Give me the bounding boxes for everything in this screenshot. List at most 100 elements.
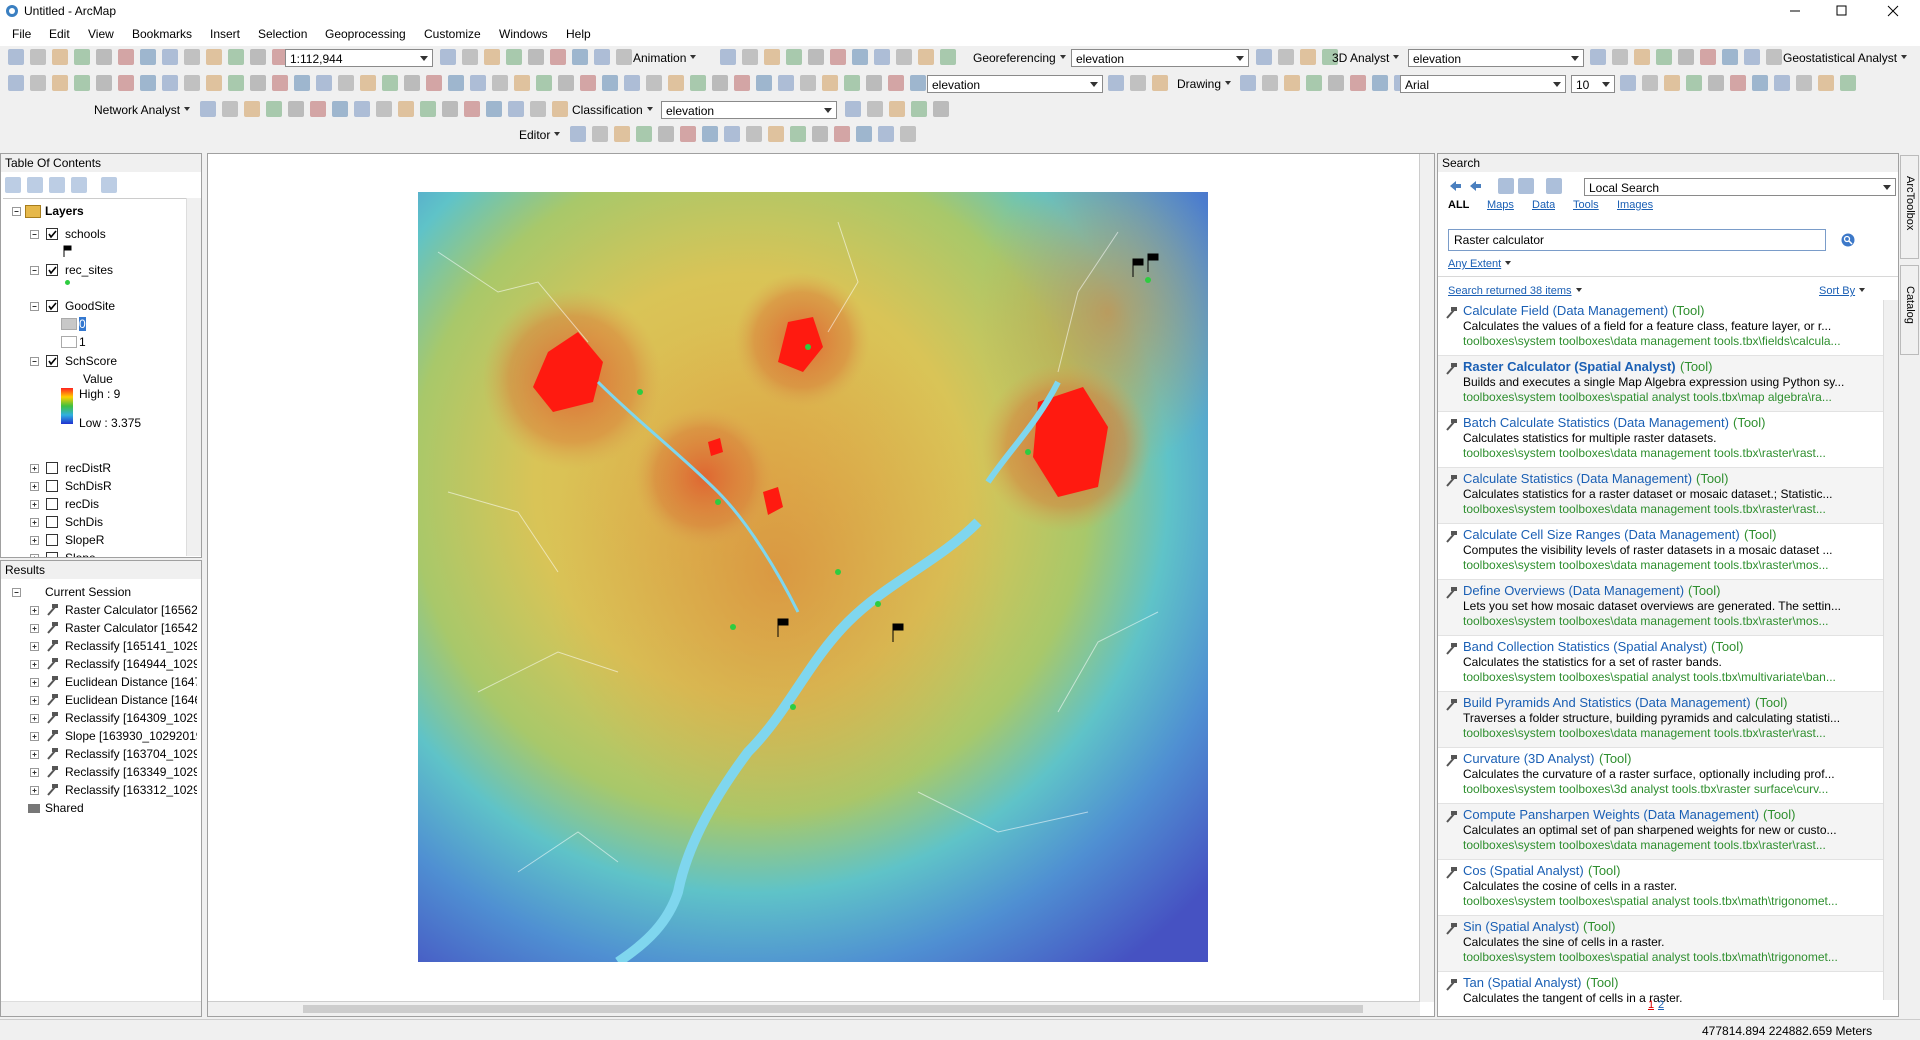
search-filter-tab[interactable]: Images [1617,199,1654,211]
toolbar-button[interactable] [866,75,882,91]
horizontal-scrollbar[interactable] [208,1001,1420,1016]
toolbar-button[interactable] [888,75,904,91]
toc-tab-button[interactable] [101,177,117,193]
toolbar-button[interactable] [852,49,868,65]
tool-icon[interactable] [45,711,59,725]
search-filter-tab[interactable]: Maps [1487,199,1514,211]
toolbar-button[interactable] [874,49,890,65]
toolbar-button[interactable] [404,75,420,91]
toolbar-button[interactable] [616,49,632,65]
toolbar-button[interactable] [30,49,46,65]
toolbar-button[interactable] [1766,49,1782,65]
toolbar-button[interactable] [382,75,398,91]
result-title[interactable]: Batch Calculate Statistics (Data Managem… [1463,415,1729,430]
toolbar-button[interactable] [1130,75,1146,91]
toolbar-button[interactable] [294,75,310,91]
search-filter-tab[interactable]: Data [1532,199,1556,211]
result-item[interactable]: Reclassify [165141_102920 [65,639,197,653]
dock-tab[interactable]: Catalog [1900,265,1919,355]
result-title[interactable]: Build Pyramids And Statistics (Data Mana… [1463,695,1751,710]
nav-arrow[interactable] [1448,179,1462,193]
toolbar-button[interactable] [778,75,794,91]
toolbar-button[interactable] [244,101,260,117]
toolbar-button[interactable] [911,101,927,117]
layer-checkbox[interactable] [45,551,59,558]
layer-name[interactable]: rec_sites [65,263,114,277]
tree-expander[interactable] [27,765,41,779]
result-item[interactable]: Reclassify [164944_102920 [65,657,197,671]
result-item[interactable]: Slope [163930_10292019] [65,729,197,743]
toolbar-button[interactable] [536,75,552,91]
combo-box[interactable]: elevation [661,101,837,119]
toolbar-button[interactable] [492,75,508,91]
layer-checkbox-checked[interactable] [45,263,59,277]
toolbar-button[interactable] [1108,75,1124,91]
toolbar-button[interactable] [624,75,640,91]
toolbar-button[interactable] [790,126,806,142]
tree-expander[interactable] [27,515,41,529]
toolbar-button[interactable] [592,126,608,142]
layer-name[interactable]: Slope [65,551,96,558]
result-item[interactable]: Euclidean Distance [16460 [65,693,197,707]
toolbar-button[interactable] [462,49,478,65]
menu-item[interactable]: Windows [499,27,548,41]
toolbar-button[interactable] [222,101,238,117]
toolbar-button[interactable] [316,75,332,91]
toolbar-button[interactable] [845,101,861,117]
search-result[interactable]: Sin (Spatial Analyst) (Tool) Calculates th… [1438,916,1884,972]
combo-box[interactable]: Arial [1400,75,1566,93]
search-result[interactable]: Cos (Spatial Analyst) (Tool) Calculates th… [1438,860,1884,916]
toolbar-button[interactable] [720,49,736,65]
toolbar-menu[interactable]: 3D Analyst [1332,51,1399,65]
school-symbol[interactable] [61,244,75,258]
toolbar-button[interactable] [1708,75,1724,91]
menu-item[interactable]: Customize [424,27,481,41]
toolbar-button[interactable] [1620,75,1636,91]
toolbar-button[interactable] [448,75,464,91]
search-scope[interactable]: Local Search [1584,178,1896,196]
toolbar-button[interactable] [1262,75,1278,91]
toolbar-button[interactable] [764,49,780,65]
tree-expander[interactable] [27,783,41,797]
result-item[interactable]: Euclidean Distance [16475 [65,675,197,689]
layer-checkbox[interactable] [45,479,59,493]
search-result[interactable]: Batch Calculate Statistics (Data Managem… [1438,412,1884,468]
toolbar-button[interactable] [1818,75,1834,91]
toolbar-button[interactable] [1656,49,1672,65]
data-frame-name[interactable]: Layers [45,204,84,218]
search-result[interactable]: Curvature (3D Analyst) (Tool) Calculates t… [1438,748,1884,804]
layer-name[interactable]: recDis [65,497,100,511]
toolbar-button[interactable] [636,126,652,142]
tool-icon[interactable] [45,693,59,707]
toolbar-button[interactable] [896,49,912,65]
toolbar-button[interactable] [768,126,784,142]
search-result[interactable]: Band Collection Statistics (Spatial Anal… [1438,636,1884,692]
toolbar-button[interactable] [250,49,266,65]
toolbar-button[interactable] [8,49,24,65]
toolbar-button[interactable] [830,49,846,65]
tool-icon[interactable] [45,639,59,653]
toolbar-button[interactable] [940,49,956,65]
toolbar-button[interactable] [878,126,894,142]
tree-expander[interactable] [27,747,41,761]
menu-item[interactable]: Insert [210,27,241,41]
search-result[interactable]: Calculate Field (Data Management) (Tool) C… [1438,300,1884,356]
toolbar-button[interactable] [30,75,46,91]
search-button[interactable] [1841,233,1855,247]
search-result[interactable]: Tan (Spatial Analyst) (Tool) Calculates th… [1438,972,1884,1016]
tree-expander[interactable] [27,603,41,617]
toolbar-button[interactable] [1590,49,1606,65]
toolbar-menu[interactable]: Classification [572,103,653,117]
tool-icon[interactable] [45,657,59,671]
toolbar-button[interactable] [332,101,348,117]
toolbar-button[interactable] [530,101,546,117]
layer-checkbox-checked[interactable] [45,227,59,241]
result-title[interactable]: Define Overviews (Data Management) [1463,583,1685,598]
toc-tab-button[interactable] [27,177,43,193]
toolbar-button[interactable] [580,75,596,91]
toolbar-button[interactable] [118,49,134,65]
result-title[interactable]: Raster Calculator (Spatial Analyst) [1463,359,1676,374]
toolbar-button[interactable] [74,49,90,65]
toolbar-button[interactable] [1774,75,1790,91]
tree-expander[interactable] [9,204,23,218]
